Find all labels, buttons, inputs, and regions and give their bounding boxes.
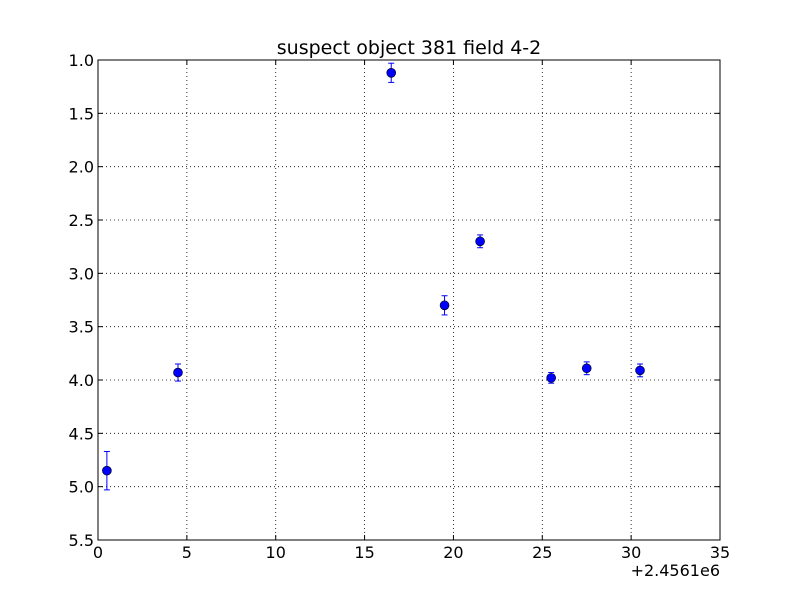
y-tick-label: 3.5 (69, 318, 94, 337)
x-tick-label: 35 (710, 543, 730, 562)
x-tick-label: 25 (532, 543, 552, 562)
data-point (173, 367, 183, 378)
x-tick-label: 0 (93, 543, 103, 562)
x-tick-label: 10 (266, 543, 286, 562)
y-tick-label: 1.0 (69, 51, 94, 70)
y-tick-label: 2.5 (69, 211, 94, 230)
label-layer: 0 5 10 15 20 25 30 35 1.0 1.5 2.0 2.5 3.0 3.5 4.0 4.5 5.… (69, 51, 731, 562)
data-point (635, 365, 645, 376)
x-tick-label: 30 (621, 543, 641, 562)
y-tick-label: 3.0 (69, 264, 94, 283)
data-point (102, 465, 112, 476)
y-tick-label: 5.5 (69, 531, 94, 550)
y-tick-label: 2.0 (69, 158, 94, 177)
data-point (439, 300, 450, 311)
data-point (581, 363, 592, 374)
data-point (386, 68, 397, 78)
x-offset-label: +2.4561e6 (631, 561, 720, 580)
y-tick-label: 4.0 (69, 371, 94, 390)
y-tick-label: 5.0 (69, 478, 94, 497)
data-point (475, 236, 485, 247)
chart-title: suspect object 381 field 4-2 (277, 37, 542, 59)
y-tick-label: 1.5 (69, 104, 94, 123)
x-tick-label: 15 (354, 543, 374, 562)
point-layer (102, 68, 645, 476)
data-point (546, 373, 556, 383)
x-tick-label: 20 (443, 543, 463, 562)
tick-layer (97, 59, 721, 541)
grid-layer (98, 60, 720, 540)
y-tick-label: 4.5 (69, 424, 94, 443)
plot-frame (97, 59, 721, 541)
x-tick-label: 5 (182, 543, 192, 562)
